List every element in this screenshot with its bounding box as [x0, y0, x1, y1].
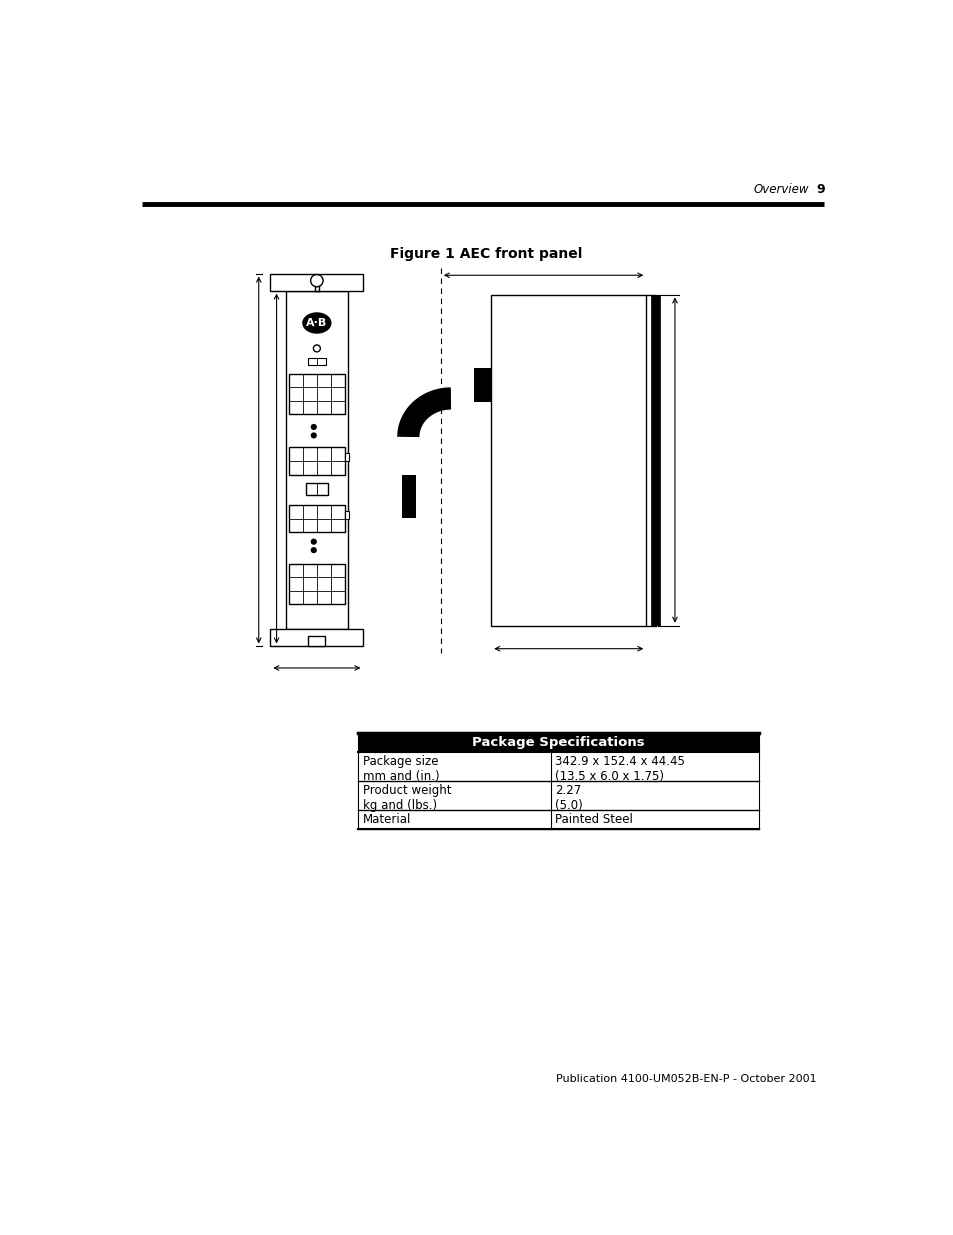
- Bar: [308, 636, 325, 646]
- Text: Product weight
kg and (lbs.): Product weight kg and (lbs.): [362, 784, 451, 813]
- Bar: [344, 511, 349, 519]
- Bar: [357, 734, 759, 752]
- Bar: [307, 358, 326, 364]
- Ellipse shape: [303, 312, 331, 333]
- Text: Package Specifications: Package Specifications: [472, 736, 644, 750]
- Bar: [286, 290, 348, 630]
- Bar: [270, 274, 363, 290]
- Circle shape: [311, 432, 316, 438]
- Text: Painted Steel: Painted Steel: [555, 814, 633, 826]
- Text: Material: Material: [362, 814, 411, 826]
- Bar: [289, 564, 344, 604]
- Bar: [289, 447, 344, 474]
- Text: Overview: Overview: [753, 183, 808, 196]
- Text: Package size
mm and (in.): Package size mm and (in.): [362, 755, 438, 783]
- Bar: [306, 483, 328, 495]
- Circle shape: [311, 538, 316, 545]
- Text: 342.9 x 152.4 x 44.45
(13.5 x 6.0 x 1.75): 342.9 x 152.4 x 44.45 (13.5 x 6.0 x 1.75…: [555, 755, 684, 783]
- Bar: [270, 630, 363, 646]
- Bar: [474, 368, 491, 403]
- Circle shape: [311, 424, 316, 430]
- Text: 2.27
(5.0): 2.27 (5.0): [555, 784, 582, 813]
- Text: Publication 4100-UM052B-EN-P - October 2001: Publication 4100-UM052B-EN-P - October 2…: [556, 1073, 816, 1084]
- Bar: [491, 294, 645, 626]
- Bar: [402, 475, 416, 517]
- Bar: [344, 453, 349, 461]
- Text: Figure 1 AEC front panel: Figure 1 AEC front panel: [390, 247, 582, 261]
- Bar: [289, 374, 344, 414]
- Circle shape: [311, 547, 316, 553]
- Bar: [289, 505, 344, 532]
- Text: 9: 9: [816, 183, 824, 196]
- Text: A·B: A·B: [306, 317, 327, 329]
